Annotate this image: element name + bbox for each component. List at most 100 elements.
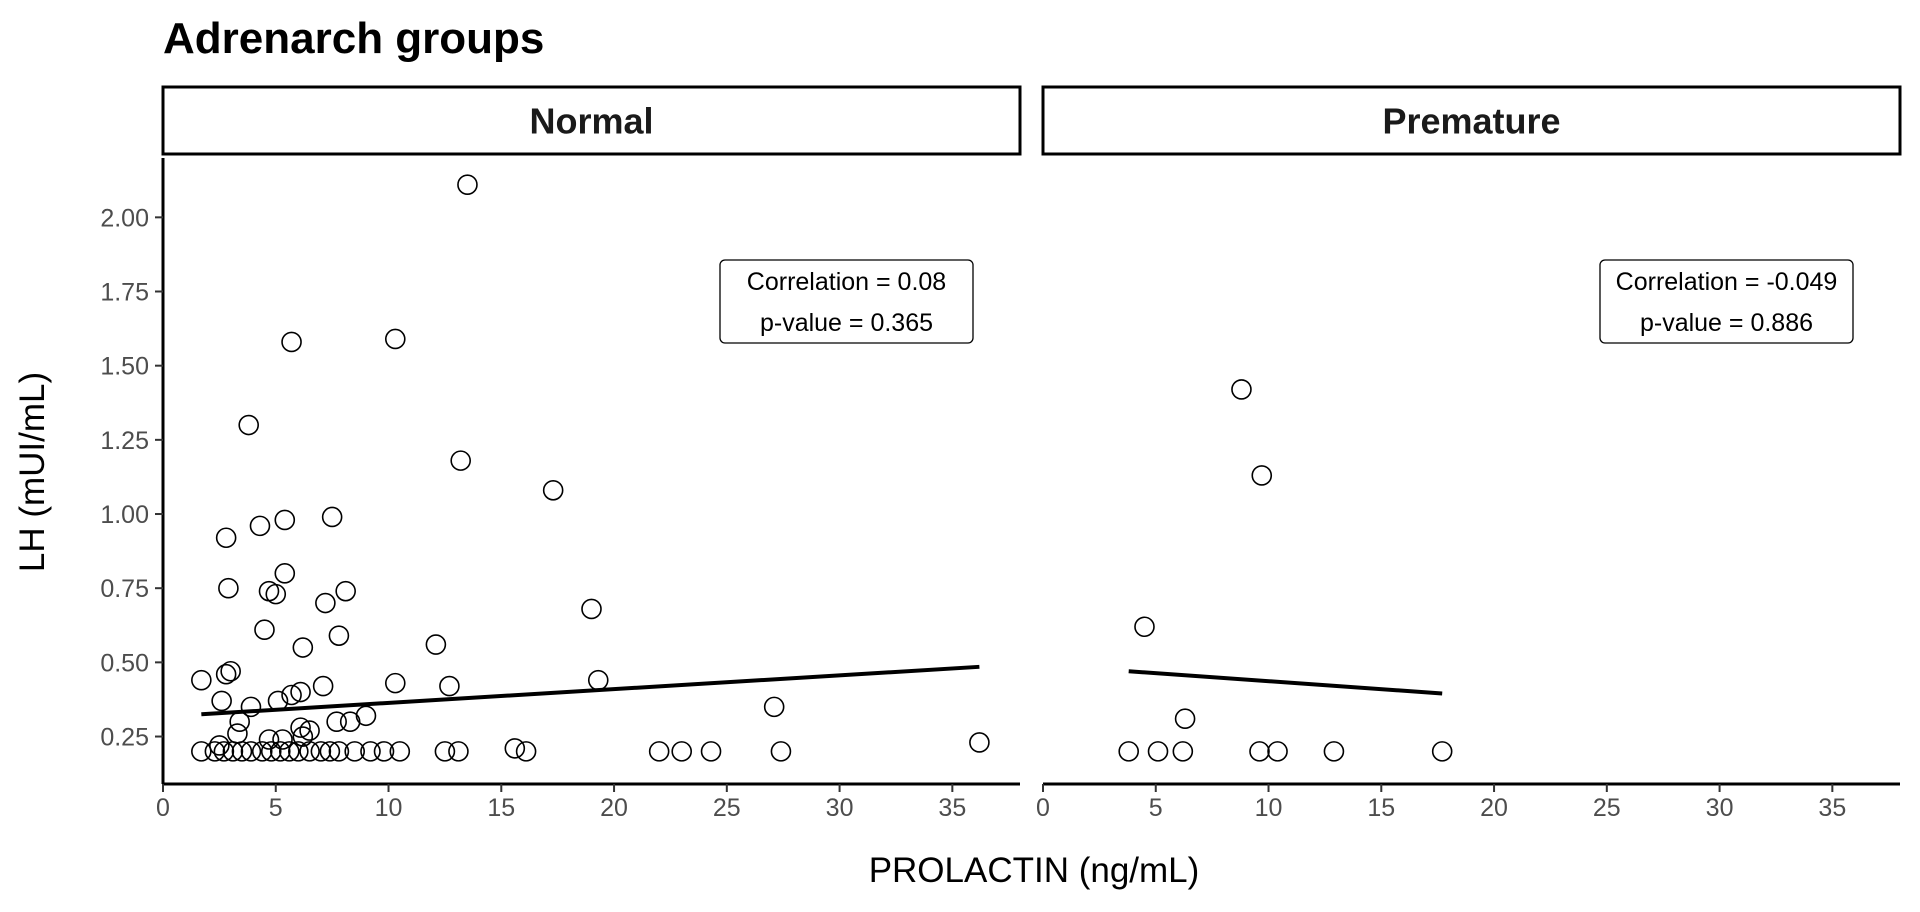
correlation-label: Correlation = 0.08 bbox=[747, 268, 946, 296]
y-tick-label: 0.25 bbox=[100, 724, 149, 752]
annotation-box bbox=[719, 259, 974, 344]
data-point bbox=[222, 741, 244, 762]
data-point bbox=[238, 414, 259, 436]
x-tick-label: 25 bbox=[713, 794, 741, 822]
data-point bbox=[1172, 741, 1194, 762]
x-tick-label: 0 bbox=[156, 794, 170, 822]
data-point bbox=[1174, 708, 1196, 730]
data-point bbox=[258, 729, 280, 750]
data-point bbox=[278, 741, 300, 762]
data-point bbox=[265, 583, 287, 605]
data-point bbox=[240, 741, 262, 762]
data-point bbox=[763, 696, 785, 718]
data-point bbox=[231, 741, 253, 762]
data-point bbox=[1147, 741, 1169, 762]
data-point bbox=[425, 634, 447, 655]
data-point bbox=[249, 515, 271, 537]
y-tick-label: 0.50 bbox=[100, 649, 149, 677]
data-point bbox=[581, 598, 602, 620]
data-point bbox=[274, 563, 296, 584]
data-point bbox=[204, 741, 226, 762]
data-point bbox=[292, 726, 314, 747]
y-tick-label: 1.00 bbox=[100, 501, 149, 529]
data-point bbox=[274, 509, 296, 531]
data-point bbox=[373, 741, 395, 762]
data-point bbox=[209, 735, 230, 756]
x-axis-title: PROLACTIN (ng/mL) bbox=[869, 851, 1200, 890]
x-tick-label: 15 bbox=[1367, 794, 1395, 822]
x-tick-label: 5 bbox=[1149, 794, 1163, 822]
y-tick-label: 2.00 bbox=[100, 204, 149, 232]
data-point bbox=[587, 669, 609, 691]
data-point bbox=[191, 669, 212, 691]
data-point bbox=[321, 506, 343, 528]
facet-strip-label: Premature bbox=[1382, 101, 1560, 142]
y-tick-label: 1.25 bbox=[100, 427, 149, 455]
panel-normal: Normal 0 5 10 15 20 25 30 35 0.25 0.50 0.75 1.00 1.25… bbox=[100, 85, 1022, 822]
data-point bbox=[515, 741, 537, 762]
data-point bbox=[319, 741, 341, 762]
data-point bbox=[213, 741, 235, 762]
x-tick-label: 10 bbox=[1255, 794, 1283, 822]
data-point bbox=[218, 577, 239, 599]
data-point bbox=[288, 741, 309, 762]
x-tick-label: 35 bbox=[938, 794, 966, 822]
data-point bbox=[770, 741, 792, 762]
data-point bbox=[339, 711, 361, 732]
data-point bbox=[254, 619, 275, 641]
trend-line bbox=[1128, 669, 1443, 696]
data-point bbox=[290, 717, 311, 738]
data-point bbox=[227, 723, 248, 744]
data-point bbox=[504, 738, 526, 759]
data-point bbox=[671, 741, 693, 762]
y-tick-label: 1.50 bbox=[100, 353, 149, 381]
data-point bbox=[269, 741, 291, 762]
data-point bbox=[229, 711, 250, 732]
x-tick-label: 5 bbox=[269, 794, 283, 822]
data-point bbox=[700, 741, 722, 762]
data-point bbox=[310, 741, 332, 762]
x-tick-label: 35 bbox=[1818, 794, 1846, 822]
x-tick-label: 10 bbox=[375, 794, 403, 822]
panel-premature: Premature 0 5 10 15 20 25 30 35 Correlation = -0.… bbox=[1036, 85, 1902, 822]
data-point bbox=[215, 663, 237, 685]
data-point bbox=[648, 741, 670, 762]
chart-title: Adrenarch groups bbox=[163, 14, 544, 63]
p-value-label: p-value = 0.886 bbox=[1640, 309, 1813, 337]
data-point bbox=[272, 729, 293, 750]
data-point bbox=[969, 732, 990, 753]
data-point bbox=[315, 592, 336, 614]
data-point bbox=[251, 741, 273, 762]
data-point bbox=[281, 684, 302, 706]
annotation-box bbox=[1599, 259, 1854, 344]
data-point bbox=[448, 741, 469, 762]
data-point bbox=[335, 580, 356, 602]
data-point bbox=[240, 696, 262, 718]
data-point bbox=[1251, 465, 1273, 486]
data-point bbox=[292, 637, 314, 658]
facet-strip bbox=[161, 85, 1022, 156]
x-tick-label: 30 bbox=[1706, 794, 1734, 822]
facet-strip bbox=[1041, 85, 1902, 156]
data-point bbox=[220, 660, 241, 682]
x-tick-label: 0 bbox=[1036, 794, 1050, 822]
data-point bbox=[1323, 741, 1345, 762]
facet-strip-label: Normal bbox=[529, 101, 653, 142]
y-tick-label: 0.75 bbox=[100, 575, 149, 603]
data-point bbox=[355, 705, 377, 727]
trend-line bbox=[201, 664, 980, 717]
y-axis-title: LH (mUI/mL) bbox=[13, 372, 52, 572]
data-point bbox=[384, 672, 406, 694]
data-point bbox=[215, 527, 237, 549]
data-point bbox=[1231, 379, 1252, 400]
x-tick-label: 25 bbox=[1593, 794, 1621, 822]
data-point bbox=[312, 675, 334, 697]
x-tick-label: 20 bbox=[1480, 794, 1508, 822]
p-value-label: p-value = 0.365 bbox=[760, 309, 933, 337]
data-point bbox=[457, 174, 478, 196]
data-point bbox=[290, 681, 311, 703]
data-point bbox=[260, 741, 282, 762]
data-point bbox=[360, 741, 381, 762]
data-point bbox=[344, 741, 365, 762]
